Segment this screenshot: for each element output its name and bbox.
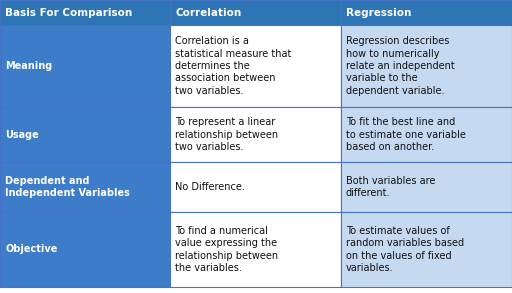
Bar (0, 107, 170, 162)
Bar (0, 162, 170, 212)
Text: To fit the best line and
to estimate one variable
based on another.: To fit the best line and to estimate one… (346, 117, 466, 152)
Text: Correlation: Correlation (175, 8, 241, 18)
Text: Meaning: Meaning (5, 61, 52, 71)
Bar (170, 107, 341, 162)
Text: Regression describes
how to numerically
relate an independent
variable to the
de: Regression describes how to numerically … (346, 36, 455, 96)
Bar (341, 107, 512, 162)
Bar (170, 212, 341, 287)
Text: To represent a linear
relationship between
two variables.: To represent a linear relationship betwe… (175, 117, 278, 152)
Text: To estimate values of
random variables based
on the values of fixed
variables.: To estimate values of random variables b… (346, 226, 464, 273)
Text: To find a numerical
value expressing the
relationship between
the variables.: To find a numerical value expressing the… (175, 226, 278, 273)
Bar (341, 212, 512, 287)
Bar (341, 0, 512, 25)
Text: No Difference.: No Difference. (175, 182, 245, 192)
Bar (0, 25, 170, 107)
Text: Dependent and
Independent Variables: Dependent and Independent Variables (5, 176, 130, 198)
Text: Both variables are
different.: Both variables are different. (346, 176, 435, 198)
Bar (170, 25, 341, 107)
Text: Usage: Usage (5, 130, 39, 139)
Text: Basis For Comparison: Basis For Comparison (5, 8, 132, 18)
Bar (0, 212, 170, 287)
Bar (0, 0, 170, 25)
Text: Objective: Objective (5, 244, 57, 255)
Text: Correlation is a
statistical measure that
determines the
association between
two: Correlation is a statistical measure tha… (175, 36, 291, 96)
Bar (341, 162, 512, 212)
Bar (170, 0, 341, 25)
Bar (170, 162, 341, 212)
Text: Regression: Regression (346, 8, 411, 18)
Bar (341, 25, 512, 107)
